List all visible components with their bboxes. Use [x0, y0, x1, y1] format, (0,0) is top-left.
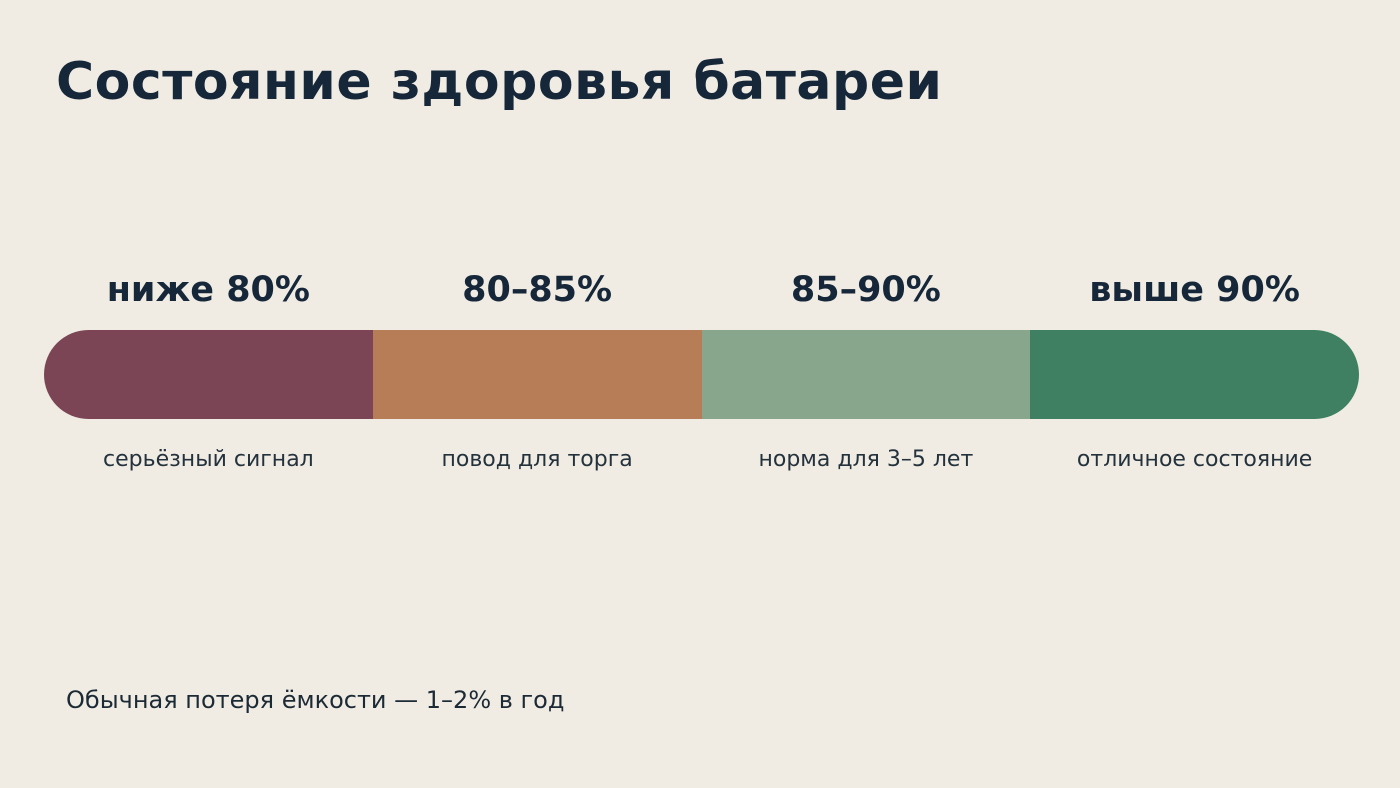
note-85-90: норма для 3–5 лет — [758, 447, 974, 472]
capacity-loss-footnote: Обычная потеря ёмкости — 1–2% в год — [66, 686, 565, 714]
health-color-bar — [44, 330, 1359, 419]
range-label-85-90: 85–90% — [790, 270, 941, 310]
range-label-above-90: выше 90% — [1089, 270, 1300, 310]
note-below-80: серьёзный сигнал — [103, 447, 314, 472]
note-80-85: повод для торга — [441, 447, 633, 472]
range-label-below-80: ниже 80% — [106, 270, 310, 310]
page-title: Состояние здоровья батареи — [56, 52, 943, 112]
range-label-80-85: 80–85% — [462, 270, 613, 310]
segment-below-80 — [44, 330, 373, 419]
range-labels: ниже 80% 80–85% 85–90% выше 90% — [44, 262, 1359, 318]
segment-above-90 — [1030, 330, 1359, 419]
segment-notes: серьёзный сигнал повод для торга норма д… — [44, 443, 1359, 477]
note-above-90: отличное состояние — [1076, 447, 1313, 472]
segment-85-90 — [701, 330, 1031, 419]
segment-80-85 — [372, 330, 702, 419]
battery-health-scale: ниже 80% 80–85% 85–90% выше 90% серьёзны… — [44, 262, 1359, 477]
